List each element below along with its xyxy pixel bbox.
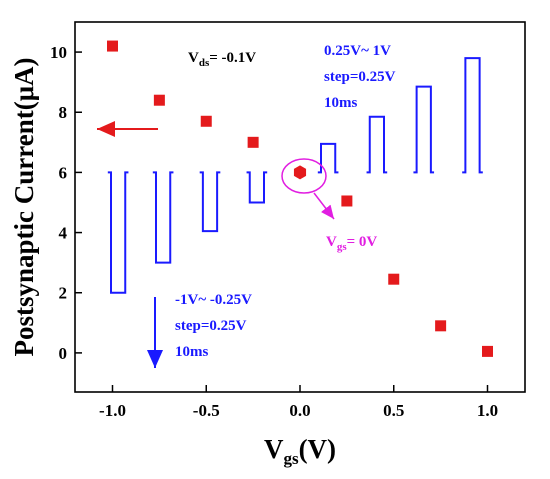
data-point bbox=[247, 136, 259, 148]
negative-duration-label: 10ms bbox=[175, 344, 208, 360]
data-points bbox=[107, 40, 493, 357]
y-tick-label: 10 bbox=[50, 43, 67, 62]
magenta-arrow bbox=[313, 192, 335, 220]
data-point bbox=[107, 40, 118, 52]
pulse-waveform bbox=[107, 171, 129, 294]
data-point bbox=[482, 345, 493, 357]
negative-pulse-annotation: -1V~ -0.25V step=0.25V 10ms bbox=[175, 292, 252, 360]
y-tick-label: 4 bbox=[59, 224, 68, 243]
data-point bbox=[200, 115, 212, 127]
plot-frame bbox=[74, 21, 526, 393]
pulse-waveform bbox=[462, 57, 483, 174]
y-tick-label: 2 bbox=[59, 284, 68, 303]
positive-range-label: 0.25V~ 1V bbox=[324, 43, 391, 59]
positive-duration-label: 10ms bbox=[324, 95, 357, 111]
pulse-waveform bbox=[317, 142, 339, 174]
x-tick-label: 1.0 bbox=[477, 401, 498, 420]
vds-annotation: Vds= -0.1V bbox=[188, 50, 256, 69]
pulse-waveform bbox=[152, 171, 174, 264]
negative-range-label: -1V~ -0.25V bbox=[175, 292, 252, 308]
y-tick-label: 6 bbox=[59, 163, 68, 182]
data-point bbox=[341, 195, 353, 207]
pulse-waveforms bbox=[107, 57, 483, 294]
x-tick-label: 0.5 bbox=[383, 401, 404, 420]
zero-point-highlight bbox=[281, 158, 327, 194]
positive-pulse-annotation: 0.25V~ 1V step=0.25V 10ms bbox=[324, 43, 396, 111]
y-tick-label: 0 bbox=[59, 344, 68, 363]
pulse-waveform bbox=[199, 171, 221, 233]
y-tick-label: 8 bbox=[59, 103, 68, 122]
data-point-zero bbox=[293, 165, 307, 180]
pulse-waveform bbox=[246, 171, 268, 204]
x-axis-title: Vgs(V) bbox=[264, 434, 336, 468]
pulse-waveform bbox=[413, 85, 435, 174]
pulse-waveform bbox=[366, 115, 388, 174]
x-tick-label: 0.0 bbox=[289, 401, 310, 420]
y-axis-title: Postsynaptic Current(μA) bbox=[9, 57, 39, 356]
x-tick-label: -1.0 bbox=[99, 401, 126, 420]
axis-ticks: -1.0 -0.5 0.0 0.5 1.0 0 2 4 6 8 10 bbox=[50, 43, 498, 420]
data-point bbox=[153, 94, 165, 106]
positive-step-label: step=0.25V bbox=[324, 69, 396, 85]
data-point bbox=[435, 320, 447, 332]
x-tick-label: -0.5 bbox=[193, 401, 220, 420]
vgs-zero-label: Vgs= 0V bbox=[326, 234, 377, 253]
data-point bbox=[388, 273, 400, 285]
negative-step-label: step=0.25V bbox=[175, 318, 247, 334]
